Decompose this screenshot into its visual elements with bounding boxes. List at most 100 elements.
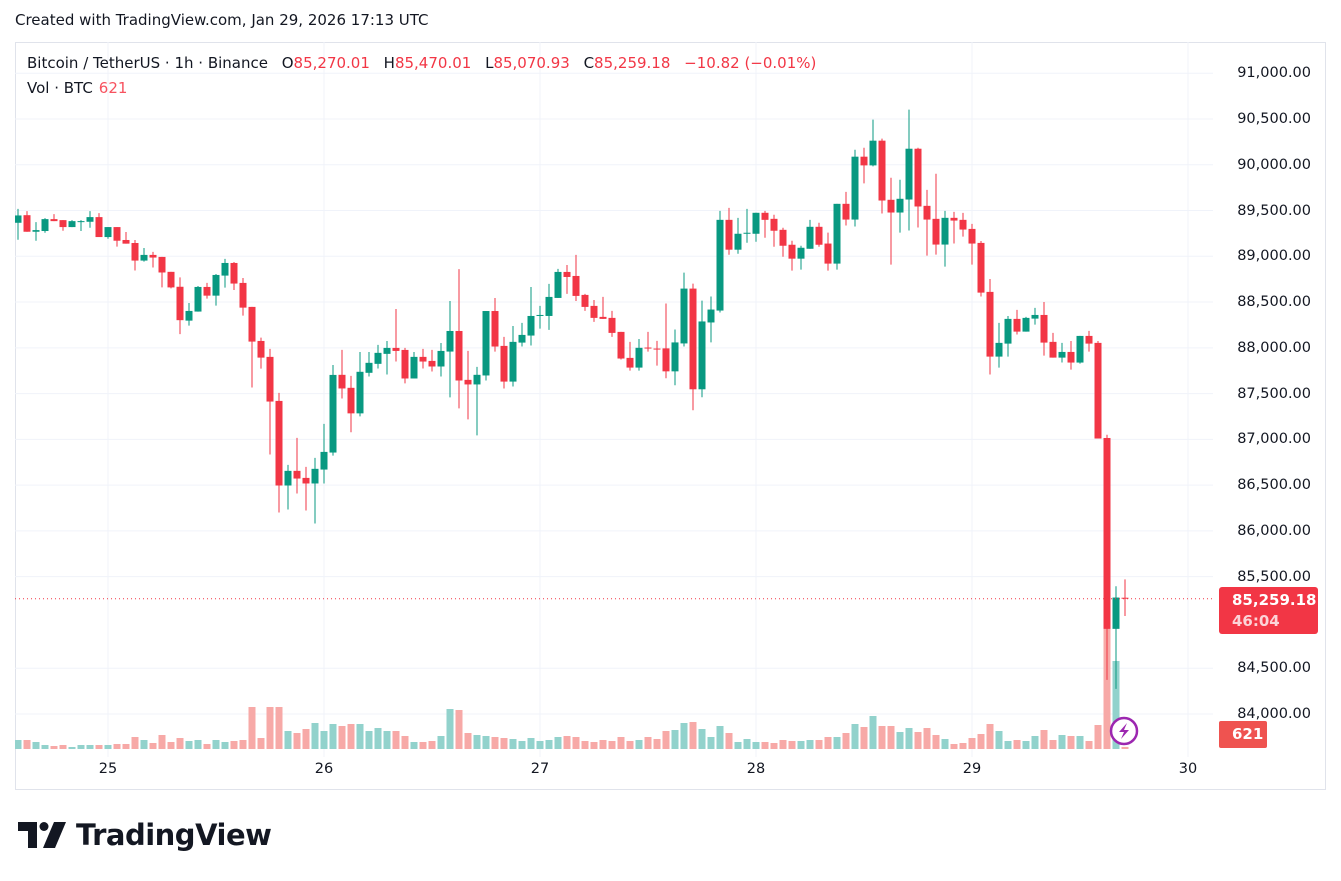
candle[interactable] (1103, 434, 1111, 680)
candle[interactable] (257, 337, 265, 369)
candle[interactable] (428, 349, 436, 372)
candle[interactable] (302, 466, 310, 511)
candle[interactable] (329, 364, 337, 456)
candle[interactable] (68, 220, 76, 228)
candle[interactable] (698, 300, 706, 398)
candle[interactable] (473, 366, 481, 436)
candle[interactable] (455, 269, 463, 409)
candle[interactable] (725, 207, 733, 255)
candle[interactable] (1067, 340, 1075, 370)
candle[interactable] (1121, 579, 1129, 616)
candle[interactable] (158, 256, 166, 288)
candle[interactable] (437, 342, 445, 377)
candle[interactable] (509, 325, 517, 387)
candle[interactable] (860, 147, 868, 184)
candle[interactable] (743, 208, 751, 243)
candle[interactable] (635, 338, 643, 371)
candle[interactable] (374, 344, 382, 369)
candle[interactable] (626, 341, 634, 371)
candle[interactable] (572, 254, 580, 301)
candle[interactable] (905, 109, 913, 231)
candle[interactable] (347, 375, 355, 433)
candle[interactable] (266, 348, 274, 455)
candle[interactable] (707, 296, 715, 343)
candle[interactable] (716, 210, 724, 313)
candle[interactable] (113, 227, 121, 247)
candle[interactable] (986, 278, 994, 375)
candle[interactable] (284, 464, 292, 510)
candle[interactable] (491, 298, 499, 352)
candle[interactable] (563, 264, 571, 294)
candle[interactable] (1004, 315, 1012, 357)
candle[interactable] (941, 210, 949, 267)
candle[interactable] (896, 179, 904, 233)
candle[interactable] (824, 232, 832, 271)
candle[interactable] (212, 273, 220, 306)
candle[interactable] (1076, 335, 1084, 364)
candle[interactable] (644, 331, 652, 352)
candle[interactable] (887, 177, 895, 265)
candle[interactable] (1049, 332, 1057, 358)
candle[interactable] (1013, 309, 1021, 335)
candle[interactable] (410, 351, 418, 379)
candle[interactable] (221, 258, 229, 288)
candle[interactable] (86, 211, 94, 228)
candle[interactable] (1040, 301, 1048, 356)
candle[interactable] (230, 261, 238, 290)
candle[interactable] (239, 277, 247, 316)
candle[interactable] (482, 311, 490, 381)
candle[interactable] (608, 310, 616, 337)
candle[interactable] (1058, 342, 1066, 363)
candle[interactable] (680, 272, 688, 347)
candle[interactable] (590, 299, 598, 322)
candle[interactable] (419, 348, 427, 369)
candle[interactable] (761, 210, 769, 238)
candle[interactable] (689, 283, 697, 411)
candlestick-chart[interactable] (15, 42, 1213, 790)
candle[interactable] (41, 218, 49, 233)
candle[interactable] (500, 336, 508, 389)
candle[interactable] (518, 322, 526, 347)
candle[interactable] (977, 240, 985, 297)
candle[interactable] (779, 227, 787, 257)
candle[interactable] (338, 349, 346, 399)
candle[interactable] (815, 222, 823, 247)
candle[interactable] (32, 222, 40, 241)
candle[interactable] (653, 340, 661, 366)
candle[interactable] (734, 217, 742, 254)
candle[interactable] (122, 232, 130, 244)
candle[interactable] (293, 437, 301, 494)
candle[interactable] (1094, 340, 1102, 439)
candle[interactable] (545, 283, 553, 330)
candle[interactable] (968, 223, 976, 265)
candle[interactable] (50, 214, 58, 222)
candle[interactable] (851, 149, 859, 227)
candle[interactable] (662, 303, 670, 379)
candle[interactable] (671, 329, 679, 386)
candle[interactable] (527, 286, 535, 346)
candle[interactable] (140, 247, 148, 262)
candle[interactable] (842, 191, 850, 226)
candle[interactable] (959, 212, 967, 237)
candle[interactable] (878, 138, 886, 214)
candle[interactable] (617, 331, 625, 360)
candle[interactable] (194, 285, 202, 312)
tradingview-logo[interactable]: TradingView (18, 818, 272, 852)
candle[interactable] (185, 302, 193, 326)
candle[interactable] (365, 351, 373, 377)
candle[interactable] (806, 219, 814, 249)
candle[interactable] (203, 282, 211, 299)
candle[interactable] (95, 213, 103, 238)
candle[interactable] (581, 293, 589, 311)
candle[interactable] (950, 211, 958, 244)
candle[interactable] (401, 347, 409, 384)
candle[interactable] (356, 351, 364, 417)
candle[interactable] (1031, 307, 1039, 325)
candle[interactable] (752, 212, 760, 242)
candle[interactable] (833, 203, 841, 270)
candle[interactable] (869, 119, 877, 167)
candle[interactable] (248, 306, 256, 388)
candle[interactable] (275, 392, 283, 513)
candle[interactable] (23, 211, 31, 232)
candle[interactable] (77, 220, 85, 232)
